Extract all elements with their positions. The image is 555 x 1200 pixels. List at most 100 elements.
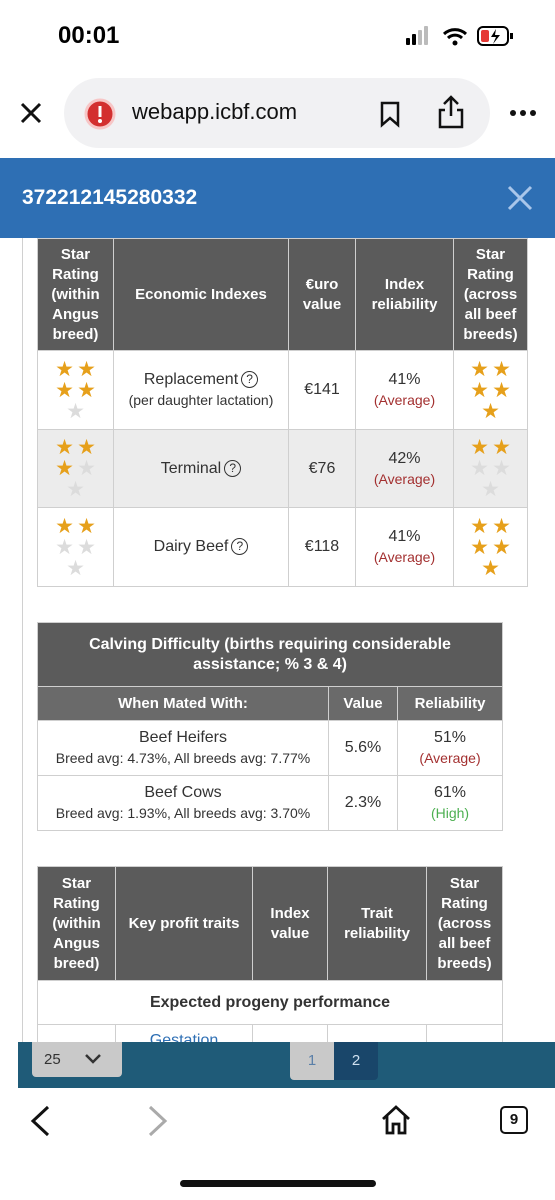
column-header: Reliability [396, 686, 504, 721]
column-header: Star Rating (across all beef breeds) [453, 238, 528, 351]
share-button[interactable] [436, 94, 466, 130]
star-filled: ★ [492, 436, 511, 459]
reliability: 61% [434, 784, 467, 801]
help-icon[interactable]: ? [241, 371, 259, 388]
star-filled: ★ [492, 514, 511, 538]
page-size: 25 [44, 1051, 61, 1068]
dialog-header [0, 158, 555, 238]
help-icon[interactable]: ? [224, 459, 242, 477]
star-filled: ★ [77, 436, 96, 459]
star-filled: ★ [470, 514, 489, 538]
reliability-label: (Average) [373, 392, 436, 408]
star-empty: ★ [470, 457, 489, 480]
column-header: Index value [252, 866, 328, 981]
mated-with: Beef Heifers [138, 729, 228, 746]
star-rating: ★ ★★ ★★ [467, 359, 515, 422]
key-profit-traits-table: Star Rating (within Angus breed) Key pro… [37, 866, 503, 1042]
traits-table-wrap: Star Rating (within Angus breed) Key pro… [37, 866, 503, 1042]
reliability-label: (Average) [373, 549, 436, 565]
close-tab-button[interactable] [18, 100, 44, 126]
animal-id: 372212145280332 [22, 186, 198, 209]
star-filled: ★ [77, 514, 96, 538]
url-text: webapp.icbf.com [132, 99, 298, 124]
index-name: Dairy Beef [153, 538, 229, 555]
star-empty: ★ [77, 457, 96, 480]
page-size-select[interactable] [32, 1042, 122, 1077]
reliability: 41% [388, 528, 421, 545]
close-dialog-button[interactable] [506, 184, 534, 212]
star-rating: ★ ★★ ★★ [467, 437, 515, 500]
more-button[interactable] [508, 106, 538, 120]
averages: Breed avg: 1.93%, All breeds avg: 3.70% [55, 805, 311, 821]
star-filled: ★ [470, 535, 489, 559]
address-bar[interactable] [64, 78, 490, 148]
forward-button[interactable] [146, 1104, 170, 1138]
star-empty: ★ [66, 478, 85, 501]
star-filled: ★ [470, 357, 489, 381]
column-header: €uro value [288, 238, 356, 351]
star-filled: ★ [492, 535, 511, 559]
page-button[interactable]: 1 [290, 1042, 334, 1080]
tab-count[interactable]: 9 [500, 1106, 528, 1134]
page-button[interactable]: 2 [334, 1042, 378, 1080]
star-rating: ★ ★★ ★★ [52, 516, 100, 579]
column-header: Value [328, 686, 398, 721]
back-button[interactable] [28, 1104, 52, 1138]
star-filled: ★ [77, 357, 96, 381]
home-button[interactable] [380, 1104, 412, 1136]
column-header: When Mated With: [37, 686, 329, 721]
euro-value: €76 [288, 429, 356, 508]
column-header: Index reliability [355, 238, 454, 351]
index-name: Terminal [160, 459, 222, 477]
star-empty: ★ [77, 535, 96, 559]
value: 2.3% [328, 775, 398, 831]
star-rating: ★ ★★ ★★ [467, 516, 515, 579]
star-filled: ★ [55, 514, 74, 538]
reliability-label: (Average) [419, 750, 481, 766]
euro-value: €141 [288, 350, 356, 430]
reliability: 51% [434, 729, 467, 746]
star-filled: ★ [55, 378, 74, 402]
averages: Breed avg: 4.73%, All breeds avg: 7.77% [55, 750, 311, 766]
mated-with: Beef Cows [144, 784, 222, 801]
reliability-label: (High) [430, 805, 470, 821]
column-header: Star Rating (across all beef breeds) [426, 866, 503, 981]
reliability-label: (Average) [373, 470, 436, 487]
column-header: Trait reliability [327, 866, 427, 981]
calving-difficulty-table: Calving Difficulty (births requiring con… [36, 622, 504, 831]
bookmark-button[interactable] [378, 100, 402, 128]
status-time: 00:01 [58, 22, 120, 49]
star-rating: ★ ★★ ★★ [52, 437, 100, 500]
star-filled: ★ [55, 357, 74, 381]
star-filled: ★ [481, 556, 500, 580]
star-filled: ★ [470, 378, 489, 402]
column-header: Economic Indexes [113, 238, 289, 351]
star-filled: ★ [77, 378, 96, 402]
column-header: Star Rating (within Angus breed) [37, 238, 114, 351]
economic-index-table: Star Rating (within Angus breed) Economi… [37, 238, 528, 587]
star-empty: ★ [66, 556, 85, 580]
status-icons [406, 26, 513, 46]
dropdown-arrow [85, 1054, 101, 1064]
star-empty: ★ [492, 457, 511, 480]
star-filled: ★ [481, 399, 500, 423]
reliability: 42% [388, 449, 421, 467]
help-icon[interactable]: ? [231, 538, 249, 555]
trait-link[interactable]: Gestation [115, 1024, 253, 1042]
star-empty: ★ [481, 478, 500, 501]
star-filled: ★ [55, 457, 74, 480]
index-name: Replacement [143, 371, 239, 388]
security-warning-icon [84, 98, 116, 130]
star-filled: ★ [55, 436, 74, 459]
star-empty: ★ [66, 399, 85, 423]
column-header: Star Rating (within Angus breed) [37, 866, 116, 981]
euro-value: €118 [288, 507, 356, 587]
index-note: (per daughter lactation) [128, 392, 274, 408]
home-indicator [180, 1180, 376, 1187]
reliability: 41% [388, 371, 421, 388]
section-title: Expected progeny performance [37, 980, 503, 1025]
column-header: Key profit traits [115, 866, 253, 981]
star-filled: ★ [492, 357, 511, 381]
